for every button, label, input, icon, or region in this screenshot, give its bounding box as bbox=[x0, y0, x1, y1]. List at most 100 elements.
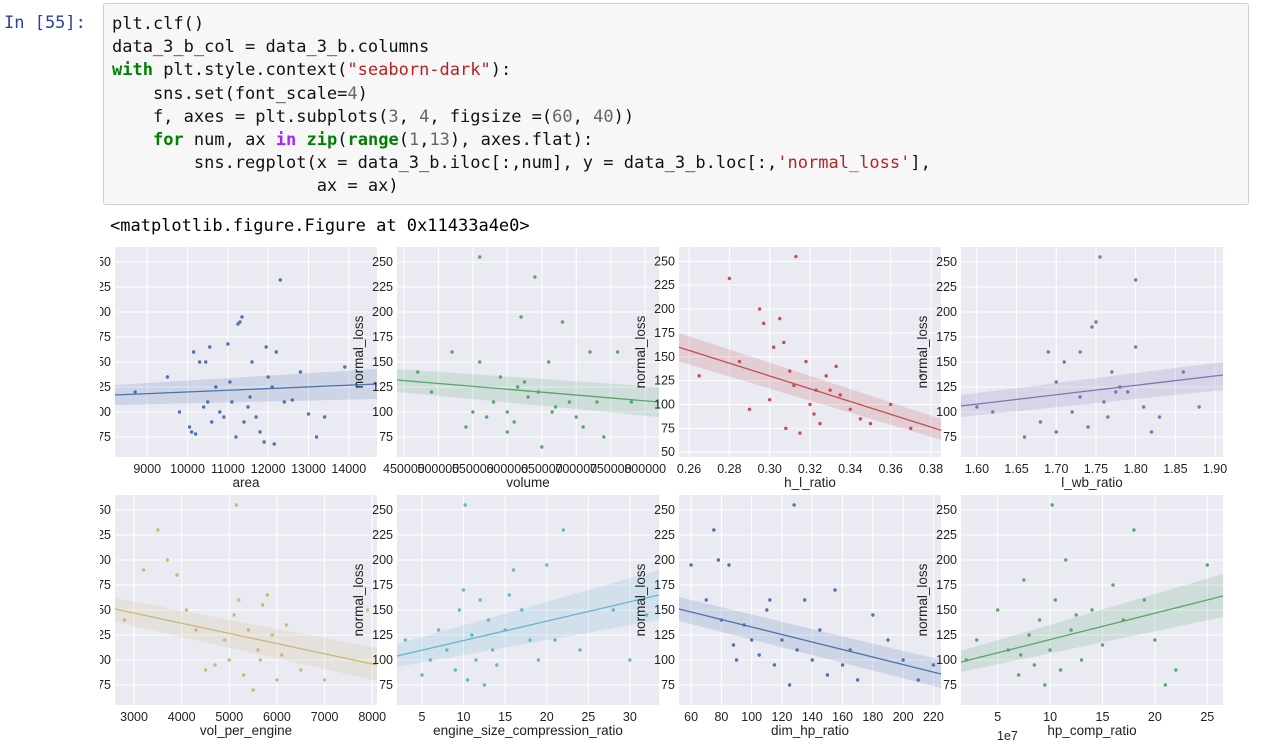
y-tick-label: 150 bbox=[654, 603, 675, 617]
data-point bbox=[784, 426, 788, 431]
data-point bbox=[266, 375, 270, 379]
y-tick-label: 100 bbox=[654, 398, 675, 412]
x-tick-label: 13000 bbox=[291, 462, 326, 476]
y-axis-label: normal_loss bbox=[915, 315, 930, 388]
data-point bbox=[767, 398, 772, 402]
data-point bbox=[232, 613, 236, 617]
code-cell-input[interactable]: plt.clf() data_3_b_col = data_3_b.column… bbox=[103, 3, 1249, 205]
data-point bbox=[1079, 658, 1084, 662]
data-point bbox=[265, 593, 270, 597]
data-point bbox=[241, 673, 246, 677]
y-tick-label: 225 bbox=[372, 280, 393, 294]
y-tick-label: 200 bbox=[936, 553, 957, 567]
subplot-3: 50 75 100 125 150 175 200 225 250 0.26 0.28 0.30 0.3… bbox=[633, 247, 943, 490]
y-tick-label: 100 bbox=[100, 405, 111, 419]
data-point bbox=[561, 528, 566, 532]
x-tick-label: 0.28 bbox=[717, 462, 741, 476]
data-point bbox=[189, 430, 194, 434]
data-point bbox=[520, 608, 524, 612]
x-tick-label: 5 bbox=[418, 710, 425, 724]
code-editor[interactable]: plt.clf() data_3_b_col = data_3_b.column… bbox=[112, 13, 931, 199]
data-point bbox=[995, 608, 1000, 612]
axes-background bbox=[397, 247, 659, 457]
code-line-1: plt.clf() bbox=[112, 14, 205, 34]
code-line-5: f, axes = plt.subplots(3, 4, figsize =(6… bbox=[112, 106, 635, 127]
data-point bbox=[465, 678, 470, 682]
data-point bbox=[226, 342, 230, 346]
y-tick-label: 100 bbox=[936, 405, 957, 419]
data-point bbox=[909, 426, 913, 431]
data-point bbox=[175, 573, 179, 577]
cell-prompt: In [55]: bbox=[4, 13, 86, 33]
data-point bbox=[184, 608, 189, 612]
y-axis-label: normal_loss bbox=[633, 315, 648, 388]
data-point bbox=[464, 425, 468, 429]
data-point bbox=[833, 588, 837, 592]
data-point bbox=[704, 598, 708, 602]
data-point bbox=[260, 603, 265, 607]
y-tick-label: 75 bbox=[100, 430, 111, 444]
x-tick-label: 1.70 bbox=[1044, 462, 1068, 476]
x-tick-label: 5000 bbox=[215, 710, 243, 724]
x-tick-label: 200 bbox=[893, 710, 914, 724]
code-line-7: sns.regplot(x = data_3_b.iloc[:,num], y … bbox=[112, 153, 931, 174]
data-point bbox=[203, 668, 208, 672]
data-point bbox=[727, 276, 732, 281]
data-point bbox=[314, 435, 319, 439]
y-tick-label: 225 bbox=[100, 280, 111, 294]
data-point bbox=[782, 340, 786, 345]
y-tick-label: 75 bbox=[943, 430, 957, 444]
confidence-band bbox=[679, 332, 941, 440]
y-tick-label: 200 bbox=[654, 553, 675, 567]
data-point bbox=[246, 405, 250, 409]
data-point bbox=[272, 442, 276, 446]
data-point bbox=[275, 678, 279, 682]
subplot-8: 75 100 125 150 175 200 225 250 5 10 15 20 25 hp_comp_… bbox=[915, 495, 1224, 738]
x-axis-label: area bbox=[232, 475, 260, 490]
x-tick-label: 1.85 bbox=[1163, 462, 1187, 476]
data-point bbox=[122, 618, 127, 622]
y-tick-label: 100 bbox=[936, 653, 957, 667]
regression-line bbox=[114, 383, 378, 396]
data-point bbox=[201, 405, 206, 409]
y-tick-label: 250 bbox=[372, 255, 393, 269]
data-point bbox=[495, 663, 499, 667]
data-point bbox=[515, 385, 520, 389]
axes-background bbox=[679, 495, 941, 705]
data-point bbox=[828, 388, 832, 392]
data-point bbox=[450, 350, 454, 354]
x-tick-label: 1.75 bbox=[1084, 462, 1108, 476]
data-point bbox=[522, 380, 527, 384]
data-point bbox=[886, 638, 890, 642]
y-axis-label: normal_loss bbox=[351, 315, 366, 388]
data-point bbox=[256, 648, 260, 652]
data-point bbox=[581, 425, 585, 429]
data-point bbox=[505, 410, 510, 414]
data-point bbox=[991, 410, 995, 414]
x-tick-label: 700000 bbox=[555, 462, 597, 476]
data-point bbox=[415, 370, 420, 374]
data-point bbox=[528, 638, 532, 642]
x-tick-label: 9000 bbox=[133, 462, 161, 476]
x-axis-label: dim_hp_ratio bbox=[771, 723, 849, 738]
x-tick-label: 14000 bbox=[331, 462, 366, 476]
data-point bbox=[203, 360, 208, 364]
data-point bbox=[825, 673, 830, 677]
x-tick-label: 80 bbox=[714, 710, 728, 724]
data-point bbox=[1133, 278, 1138, 282]
data-point bbox=[567, 400, 572, 404]
data-point bbox=[1048, 648, 1052, 652]
data-point bbox=[540, 445, 544, 449]
data-point bbox=[258, 430, 262, 434]
data-point bbox=[697, 374, 701, 378]
data-point bbox=[428, 658, 432, 662]
x-tick-label: 1.90 bbox=[1203, 462, 1227, 476]
data-point bbox=[533, 275, 537, 279]
data-point bbox=[1016, 673, 1021, 677]
data-point bbox=[237, 598, 241, 602]
data-point bbox=[222, 415, 226, 419]
y-tick-label: 75 bbox=[943, 678, 957, 692]
y-tick-label: 250 bbox=[100, 255, 111, 269]
data-point bbox=[194, 628, 198, 632]
subplot-6: 75 100 125 150 175 200 225 250 5 10 15 20 25 30engine… bbox=[351, 495, 660, 738]
